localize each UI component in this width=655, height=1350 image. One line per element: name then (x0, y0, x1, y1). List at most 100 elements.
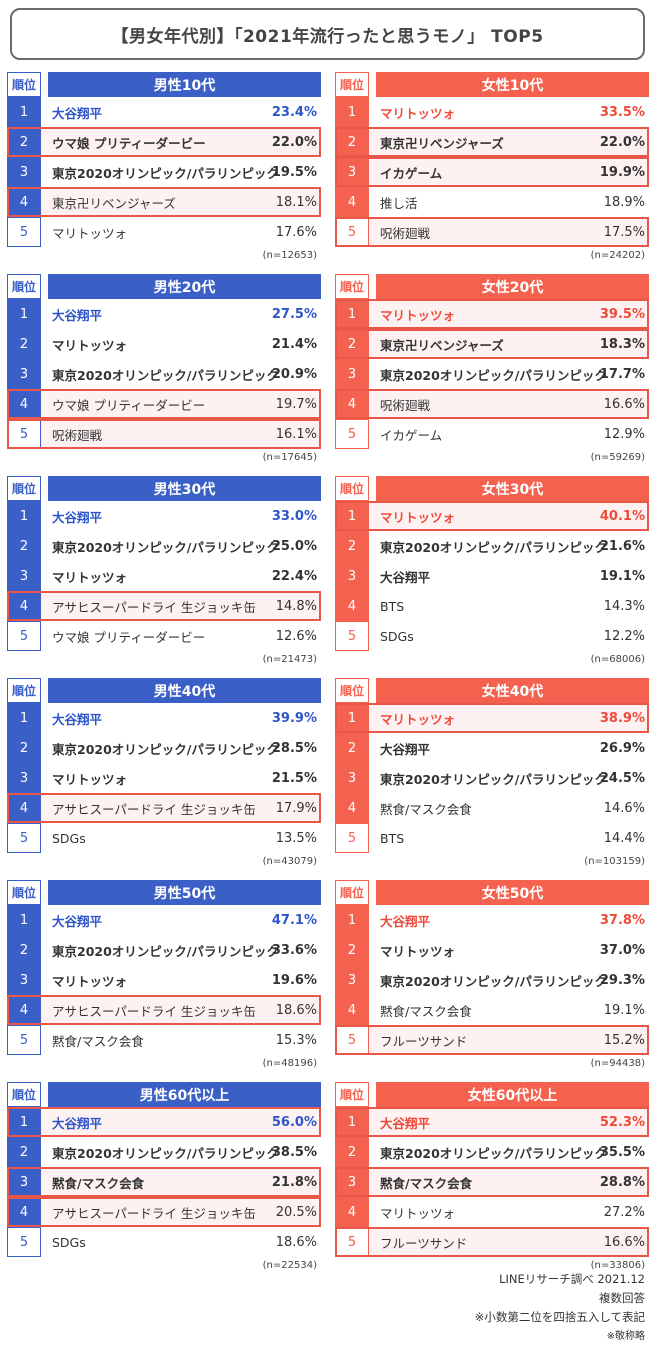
rank-number: 4 (7, 591, 41, 621)
ranking-row: 1 大谷翔平 37.8% (335, 905, 649, 935)
item-name: SDGs (52, 830, 86, 846)
rank-number: 5 (7, 1227, 41, 1257)
item-name: 大谷翔平 (380, 1115, 431, 1131)
row-highlight-fill (41, 1107, 321, 1137)
item-name: 黙食/マスク会食 (380, 1175, 473, 1191)
row-highlight-fill (369, 703, 649, 733)
item-name: 東京2020オリンピック/パラリンピック (380, 367, 607, 383)
item-name: マリトッツォ (380, 943, 456, 959)
item-name: 大谷翔平 (52, 105, 103, 121)
rank-number: 1 (335, 905, 369, 935)
item-name: 東京2020オリンピック/パラリンピック (380, 973, 607, 989)
rank-number: 4 (335, 793, 369, 823)
panel-row: 順位 男性60代以上 1 大谷翔平 56.0% 2 東京2020オリンピック/パラリンピック… (7, 1082, 649, 1284)
answer-type-note: 複数回答 (599, 1291, 645, 1305)
row-highlight-fill (41, 1167, 321, 1197)
panel-title: 女性10代 (376, 72, 649, 97)
ranking-row: 3 イカゲーム 19.9% (335, 157, 649, 187)
item-name: SDGs (380, 628, 414, 644)
ranking-row: 3 マリトッツォ 21.5% (7, 763, 321, 793)
panel-title: 女性30代 (376, 476, 649, 501)
item-value: 28.5% (271, 740, 317, 756)
row-highlight-fill (369, 389, 649, 419)
rank-number: 5 (7, 823, 41, 853)
rank-number: 1 (7, 1107, 41, 1137)
item-name: 大谷翔平 (52, 711, 103, 727)
item-name: アサヒスーパードライ 生ジョッキ缶 (52, 1003, 256, 1019)
panel-title: 男性60代以上 (48, 1082, 321, 1107)
item-value: 16.6% (603, 396, 645, 412)
ranking-row: 5 呪術廻戦 16.1% (7, 419, 321, 449)
ranking-row: 5 SDGs 12.2% (335, 621, 649, 651)
rank-number: 1 (335, 703, 369, 733)
item-name: アサヒスーパードライ 生ジョッキ缶 (52, 801, 256, 817)
rank-number: 5 (7, 1025, 41, 1055)
rank-number: 4 (7, 793, 41, 823)
row-highlight-fill (369, 501, 649, 531)
panel-header: 順位 女性10代 (335, 72, 649, 97)
ranking-row: 2 マリトッツォ 21.4% (7, 329, 321, 359)
item-name: SDGs (52, 1234, 86, 1250)
panel-header: 順位 女性30代 (335, 476, 649, 501)
rank-number: 1 (7, 905, 41, 935)
item-value: 56.0% (271, 1114, 317, 1130)
sample-size: (n=68006) (590, 654, 645, 665)
rank-number: 4 (335, 187, 369, 217)
item-value: 27.5% (271, 306, 317, 322)
row-highlight-fill (41, 389, 321, 419)
item-value: 33.6% (271, 942, 317, 958)
item-value: 17.6% (275, 224, 317, 240)
rank-number: 3 (7, 763, 41, 793)
ranking-panel-female: 順位 女性40代 1 マリトッツォ 38.9% 2 大谷翔平 26.9% 3 東京2020オリンピ… (335, 678, 649, 880)
item-value: 12.9% (603, 426, 645, 442)
ranking-row: 1 大谷翔平 52.3% (335, 1107, 649, 1137)
row-highlight-fill (369, 127, 649, 157)
ranking-row: 1 マリトッツォ 39.5% (335, 299, 649, 329)
ranking-row: 3 大谷翔平 19.1% (335, 561, 649, 591)
item-value: 21.4% (271, 336, 317, 352)
item-value: 22.0% (271, 134, 317, 150)
rank-number: 2 (335, 733, 369, 763)
rank-number: 5 (335, 621, 369, 651)
item-value: 22.0% (599, 134, 645, 150)
panel-header: 順位 男性10代 (7, 72, 321, 97)
panel-title: 男性30代 (48, 476, 321, 501)
panel-header: 順位 女性50代 (335, 880, 649, 905)
item-name: 推し活 (380, 195, 418, 211)
panel-title: 男性10代 (48, 72, 321, 97)
ranking-panel-female: 順位 女性50代 1 大谷翔平 37.8% 2 マリトッツォ 37.0% 3 東京2020オリンピ… (335, 880, 649, 1082)
rank-number: 5 (7, 419, 41, 449)
item-value: 21.5% (271, 770, 317, 786)
item-value: 12.2% (603, 628, 645, 644)
item-name: 東京卍リベンジャーズ (380, 135, 504, 151)
ranking-row: 5 マリトッツォ 17.6% (7, 217, 321, 247)
item-name: イカゲーム (380, 427, 443, 443)
item-value: 27.2% (603, 1204, 645, 1220)
ranking-panel-male: 順位 男性60代以上 1 大谷翔平 56.0% 2 東京2020オリンピック/パラリンピック… (7, 1082, 321, 1284)
rank-number: 1 (7, 97, 41, 127)
rank-number: 2 (7, 329, 41, 359)
item-name: マリトッツォ (380, 509, 456, 525)
ranking-panel-female: 順位 女性10代 1 マリトッツォ 33.5% 2 東京卍リベンジャーズ 22.0% 3 イカゲー… (335, 72, 649, 274)
ranking-row: 3 マリトッツォ 22.4% (7, 561, 321, 591)
item-value: 20.9% (271, 366, 317, 382)
rank-column-label: 順位 (335, 274, 369, 299)
rank-number: 4 (7, 995, 41, 1025)
item-name: 大谷翔平 (380, 741, 431, 757)
ranking-row: 1 マリトッツォ 38.9% (335, 703, 649, 733)
rank-column-label: 順位 (335, 72, 369, 97)
item-value: 18.1% (275, 194, 317, 210)
sample-size: (n=24202) (590, 250, 645, 261)
item-value: 24.5% (599, 770, 645, 786)
rank-column-label: 順位 (7, 678, 41, 703)
rank-column-label: 順位 (335, 880, 369, 905)
item-name: 東京2020オリンピック/パラリンピック (380, 539, 607, 555)
item-value: 14.8% (275, 598, 317, 614)
panel-title: 男性40代 (48, 678, 321, 703)
item-value: 16.1% (275, 426, 317, 442)
rank-number: 4 (7, 187, 41, 217)
item-name: 大谷翔平 (380, 569, 431, 585)
item-name: 大谷翔平 (52, 1115, 103, 1131)
ranking-row: 3 東京2020オリンピック/パラリンピック 19.5% (7, 157, 321, 187)
ranking-row: 3 東京2020オリンピック/パラリンピック 24.5% (335, 763, 649, 793)
